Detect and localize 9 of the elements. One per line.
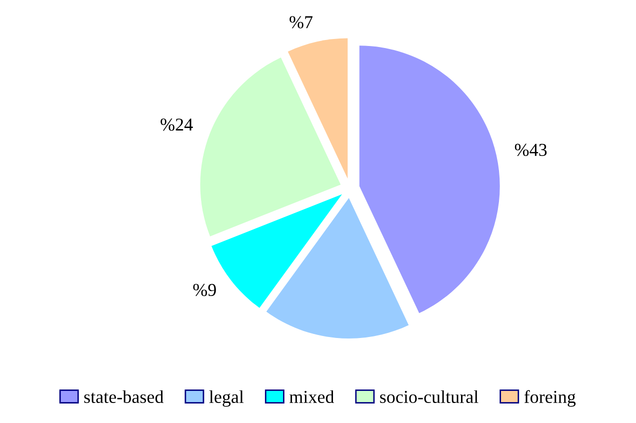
- data-label: %43: [514, 144, 547, 156]
- data-label: %24: [160, 118, 193, 131]
- data-label: %7: [290, 16, 313, 28]
- legend-label: mixed: [289, 390, 334, 404]
- legend-label: state-based: [84, 390, 164, 404]
- legend-label: legal: [209, 390, 244, 407]
- legend-label: foreing: [524, 390, 576, 407]
- data-label: %9: [193, 284, 216, 296]
- legend-label: socio-cultural: [380, 390, 478, 404]
